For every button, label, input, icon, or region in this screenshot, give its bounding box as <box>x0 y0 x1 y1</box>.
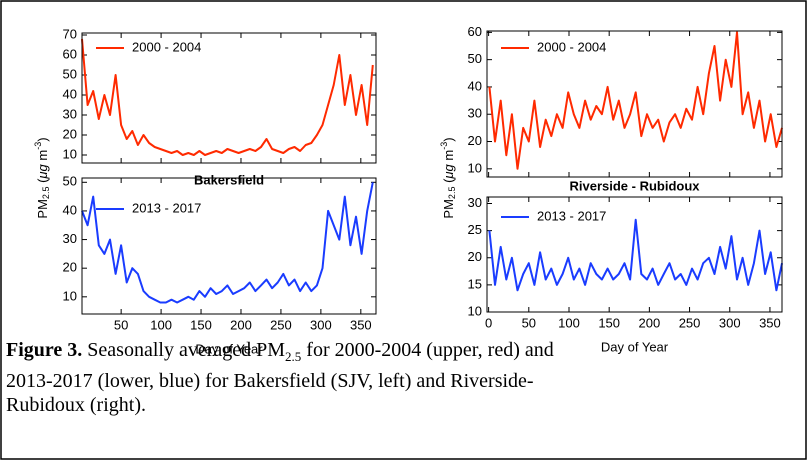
x-tick-label: 100 <box>150 317 172 332</box>
plot-frame <box>486 196 783 313</box>
data-line <box>488 218 783 292</box>
x-tick-label: 300 <box>719 315 741 330</box>
y-label-unit: ( <box>441 178 456 187</box>
legend-label: 2013 - 2017 <box>132 200 201 215</box>
y-tick-label: 25 <box>468 222 482 237</box>
x-tick-label: 350 <box>350 317 372 332</box>
x-tick-label: 350 <box>759 315 781 330</box>
plot-frame <box>81 32 377 164</box>
caption: Figure 3. Seasonally averaged PM2.5 for … <box>6 338 796 417</box>
y-tick-label: 10 <box>468 160 482 175</box>
caption-line: 2013-2017 (lower, blue) for Bakersfield … <box>6 370 534 392</box>
y-tick-label: 20 <box>468 133 482 148</box>
caption-line: Rubidoux (right). <box>6 394 146 416</box>
y-tick-label: 15 <box>468 276 482 291</box>
y-tick-label: 50 <box>63 174 77 189</box>
y-label-text: PM <box>35 199 50 219</box>
y-tick-label: 70 <box>63 26 77 41</box>
y-tick-label: 40 <box>63 86 77 101</box>
x-tick-label: 50 <box>522 315 536 330</box>
y-tick-label: 50 <box>63 66 77 81</box>
y-tick-label: 10 <box>63 288 77 303</box>
annotation: Bakersfield <box>194 172 264 187</box>
y-tick-label: 60 <box>468 24 482 39</box>
y-label-unit: ( <box>35 178 50 187</box>
data-line <box>488 31 783 170</box>
plot-frame <box>81 177 377 315</box>
y-tick-label: 30 <box>468 106 482 121</box>
y-label-unit: μg <box>35 163 50 179</box>
x-tick-label: 200 <box>230 317 252 332</box>
y-tick-label: 50 <box>468 51 482 66</box>
y-tick-label: 10 <box>468 303 482 318</box>
caption-sub: 2.5 <box>285 349 302 364</box>
y-tick-label: 40 <box>63 202 77 217</box>
legend-label: 2013 - 2017 <box>537 208 606 223</box>
x-tick-label: 150 <box>598 315 620 330</box>
y-tick-label: 20 <box>468 249 482 264</box>
x-tick-label: 0 <box>485 315 492 330</box>
y-axis-label: PM2.5 (μg m-3) <box>439 137 457 218</box>
x-tick-label: 100 <box>558 315 580 330</box>
x-tick-label: 200 <box>639 315 661 330</box>
y-tick-label: 10 <box>63 146 77 161</box>
x-tick-label: 150 <box>190 317 212 332</box>
x-tick-label: 50 <box>114 317 128 332</box>
y-tick-label: 20 <box>63 260 77 275</box>
x-axis-label: Day of Year <box>601 339 669 354</box>
data-line <box>81 38 374 156</box>
y-tick-label: 40 <box>468 78 482 93</box>
y-label-unit: μg <box>441 163 456 179</box>
y-tick-label: 20 <box>63 126 77 141</box>
data-line <box>81 182 374 304</box>
y-label-sup: -3 <box>439 142 449 150</box>
y-axis-label: PM2.5 (μg m-3) <box>33 137 51 218</box>
caption-label: Figure 3. <box>6 339 83 361</box>
x-tick-label: 250 <box>679 315 701 330</box>
x-tick-label: 300 <box>310 317 332 332</box>
x-axis-label: Day of Year <box>195 341 263 356</box>
caption-text: for 2000-2004 (upper, red) and <box>301 339 554 361</box>
plot-frame <box>486 30 783 178</box>
y-tick-label: 30 <box>63 231 77 246</box>
legend-label: 2000 - 2004 <box>132 39 201 54</box>
y-label-sub: 2.5 <box>41 187 51 200</box>
caption-line: Figure 3. Seasonally averaged PM2.5 for … <box>6 338 796 369</box>
caption-text: Seasonally averaged PM <box>82 339 286 361</box>
y-label-text: PM <box>441 199 456 219</box>
y-label-unit: m <box>35 150 50 164</box>
y-tick-label: 60 <box>63 46 77 61</box>
annotation: Riverside - Rubidoux <box>569 178 700 193</box>
legend-label: 2000 - 2004 <box>537 39 606 54</box>
y-tick-label: 30 <box>63 106 77 121</box>
y-label-unit: ) <box>441 137 456 141</box>
y-label-unit: m <box>441 150 456 164</box>
y-label-unit: ) <box>35 137 50 141</box>
x-tick-label: 250 <box>270 317 292 332</box>
y-label-sup: -3 <box>33 142 43 150</box>
y-tick-label: 30 <box>468 195 482 210</box>
y-label-sub: 2.5 <box>447 187 457 200</box>
